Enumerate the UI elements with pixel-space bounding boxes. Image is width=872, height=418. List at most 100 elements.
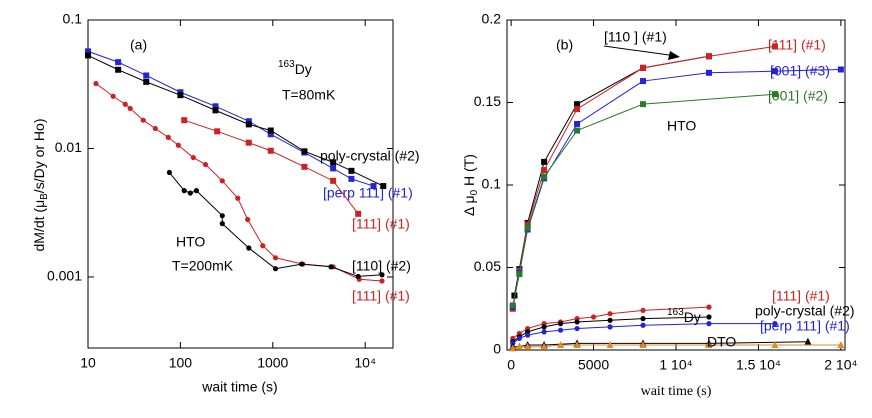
marker: [541, 167, 548, 174]
marker: [212, 103, 219, 110]
marker: [639, 341, 647, 349]
plot-frame: [87, 19, 394, 349]
x-axis-label: wait time (s): [201, 379, 277, 395]
series-label: [001] (#2): [768, 88, 828, 104]
y-tick-label: 0: [493, 341, 501, 357]
marker: [348, 175, 355, 182]
marker: [143, 78, 150, 85]
marker: [509, 302, 516, 309]
marker: [525, 332, 531, 338]
marker: [640, 322, 646, 328]
marker: [152, 125, 158, 132]
series-line: [95, 83, 383, 282]
series-label: [perp 111] (#1): [760, 318, 850, 334]
marker: [524, 224, 531, 231]
marker: [640, 307, 646, 313]
annotation: (a): [130, 37, 147, 53]
marker: [166, 169, 172, 176]
marker: [771, 341, 779, 349]
text-part: Dy: [295, 61, 312, 77]
arrow: [603, 45, 677, 57]
series-line: [512, 323, 775, 344]
annotation: HTO: [667, 118, 696, 134]
series-label: [001] (#3): [770, 63, 830, 79]
series-label: poly-crystal (#2): [755, 303, 855, 319]
marker: [370, 183, 377, 190]
marker: [355, 273, 361, 280]
x-tick-label: 0: [507, 357, 515, 373]
marker: [705, 341, 713, 349]
annotation: HTO: [176, 234, 205, 250]
marker: [214, 128, 221, 135]
x-tick-label: 5000: [578, 357, 609, 373]
marker: [245, 121, 252, 128]
y-tick-label: 0.001: [47, 268, 82, 284]
text-part: 163: [278, 59, 295, 70]
marker: [175, 142, 181, 148]
marker: [115, 66, 122, 73]
marker: [606, 341, 614, 349]
y-axis-label: Δ μ0 H (T): [461, 154, 480, 216]
series-line: [512, 93, 775, 306]
x-tick-label: 10: [80, 355, 96, 371]
series-label: [111] (#1): [352, 216, 410, 232]
series-label: [111] (#1): [768, 37, 826, 53]
y-tick-label: 0.2: [482, 11, 502, 27]
marker: [328, 264, 334, 270]
marker: [140, 117, 146, 123]
marker: [706, 321, 712, 327]
marker: [267, 127, 274, 134]
x-tick-label: 1000: [257, 355, 288, 371]
series-line: [512, 306, 710, 339]
text-part: Δ μ: [461, 195, 477, 216]
x-tick-label: 1 10⁴: [659, 357, 692, 373]
y-tick-label: 0.05: [474, 258, 501, 274]
annotation: T=200mK: [172, 258, 234, 274]
annotation: DTO: [707, 334, 736, 350]
marker: [143, 72, 150, 79]
y-tick-label: 0.1: [63, 11, 83, 27]
marker: [607, 311, 613, 317]
marker: [219, 221, 225, 227]
series-label: poly-crystal (#2): [320, 148, 420, 164]
series-label: [110] (#2): [352, 258, 411, 274]
text-part: B: [39, 193, 50, 200]
marker: [541, 173, 548, 180]
x-axis-label: wait time (s): [641, 384, 712, 399]
marker: [705, 69, 712, 76]
marker: [705, 53, 712, 60]
marker: [573, 341, 581, 349]
marker: [574, 325, 580, 332]
marker: [177, 92, 184, 99]
marker: [557, 327, 564, 333]
text-part: Dy: [684, 309, 701, 325]
marker: [607, 317, 613, 323]
marker: [212, 107, 219, 114]
text-part: H (T): [461, 154, 477, 190]
marker: [557, 321, 564, 327]
marker: [190, 154, 196, 161]
marker: [590, 314, 597, 320]
marker: [193, 188, 199, 194]
marker: [267, 131, 274, 138]
marker: [245, 139, 252, 146]
marker: [771, 43, 778, 50]
marker: [181, 117, 188, 124]
y-tick-label: 0.15: [474, 93, 501, 109]
marker: [515, 342, 523, 350]
marker: [246, 245, 252, 251]
marker: [260, 243, 266, 249]
marker: [379, 278, 385, 284]
marker: [574, 120, 581, 127]
marker: [348, 167, 355, 174]
marker: [355, 210, 362, 217]
series-line: [87, 54, 384, 187]
marker: [181, 188, 187, 194]
marker: [187, 190, 193, 196]
series-line: [512, 69, 841, 308]
marker: [541, 324, 547, 330]
series-line: [512, 341, 808, 348]
series-label: [111] (#1): [772, 288, 830, 304]
marker: [524, 342, 532, 350]
